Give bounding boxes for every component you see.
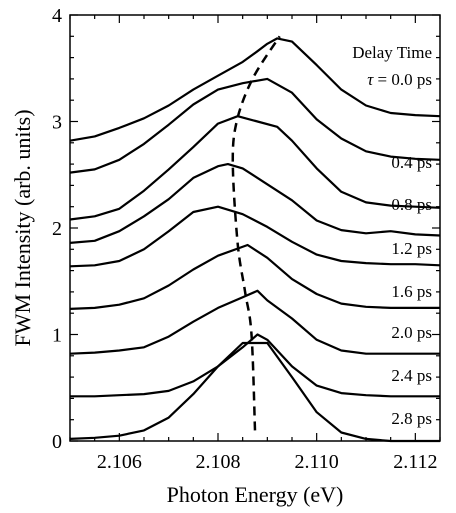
series-line-3 <box>69 163 441 244</box>
y-axis-title: FWM Intensity (arb. units) <box>10 109 35 346</box>
series-line-7 <box>70 333 440 398</box>
x-tick-label: 2.108 <box>196 451 241 473</box>
series-label-6: 2.4 ps <box>391 366 432 385</box>
x-tick-label: 2.106 <box>97 451 142 473</box>
series-line-0 <box>69 37 441 142</box>
series-label-2: 0.8 ps <box>391 195 432 214</box>
y-tick-label: 0 <box>52 431 62 453</box>
x-tick-label: 2.112 <box>393 451 437 473</box>
series-label-0: τ = 0.0 ps <box>367 70 432 89</box>
series-label-4: 1.6 ps <box>391 282 432 301</box>
axis-tick-labels: 2.106 2.108 2.110 2.112 0 1 2 3 4 <box>52 5 437 473</box>
series-curves <box>69 37 441 443</box>
series-line-2 <box>69 115 441 221</box>
series-label-1: 0.4 ps <box>391 153 432 172</box>
x-tick-label: 2.110 <box>295 451 339 473</box>
series-labels: Delay Time τ = 0.0 ps 0.4 ps 0.8 ps 1.2 ps 1.… <box>352 43 432 428</box>
series-label-7: 2.8 ps <box>391 409 432 428</box>
y-tick-label: 1 <box>52 325 62 347</box>
peak-trace-line <box>231 35 281 431</box>
y-tick-label: 2 <box>52 218 62 240</box>
series-line-8 <box>69 341 440 443</box>
series-line-1 <box>69 77 441 174</box>
y-tick-label: 4 <box>52 5 62 27</box>
series-line-4 <box>69 205 441 268</box>
x-axis-title: Photon Energy (eV) <box>167 482 344 507</box>
legend-title: Delay Time <box>352 43 432 62</box>
series-line-6 <box>69 289 440 355</box>
series-line-5 <box>69 243 440 310</box>
axis-ticks <box>69 14 441 442</box>
series-label-5: 2.0 ps <box>391 323 432 342</box>
y-tick-label: 3 <box>52 112 62 134</box>
series-label-3: 1.2 ps <box>391 239 432 258</box>
